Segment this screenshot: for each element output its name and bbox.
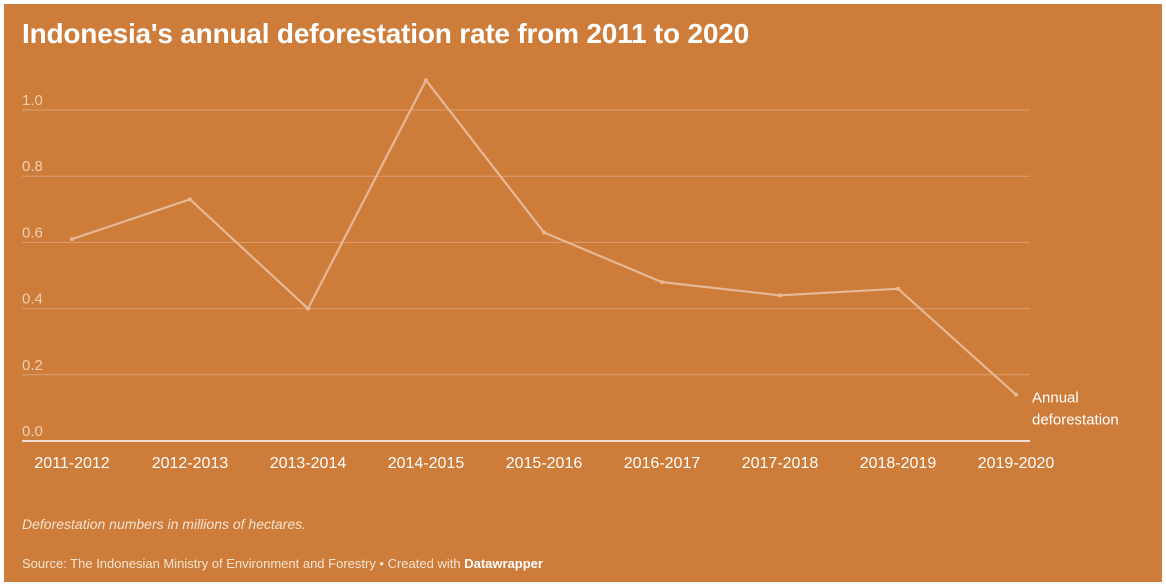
y-tick-label: 0.6 (22, 224, 43, 241)
data-point (778, 293, 782, 298)
y-tick-label: 0.2 (22, 357, 43, 374)
series-label-line: deforestation (1032, 412, 1119, 429)
chart-note: Deforestation numbers in millions of hec… (22, 516, 307, 532)
series (70, 78, 1018, 397)
data-point (660, 280, 664, 285)
x-tick-label: 2015-2016 (506, 455, 583, 472)
x-tick-label: 2014-2015 (388, 455, 465, 472)
series-label-line: Annual (1032, 390, 1079, 407)
y-tick-label: 0.8 (22, 158, 43, 175)
series-line (71, 78, 1017, 396)
source-text: Source: The Indonesian Ministry of Envir… (22, 556, 461, 571)
series-labels: Annual deforestation (1032, 390, 1119, 429)
data-point (542, 230, 546, 235)
y-tick-label: 0.4 (22, 291, 43, 308)
x-tick-label: 2016-2017 (624, 455, 701, 472)
y-tick-label: 0.0 (22, 423, 43, 440)
data-point (306, 306, 310, 311)
data-point (188, 197, 192, 202)
y-axis-ticks: 0.0 0.2 0.4 0.6 0.8 1.0 (22, 92, 43, 440)
series-label: Annual deforestation (1032, 390, 1119, 429)
x-tick-label: 2018-2019 (860, 455, 937, 472)
x-tick-label: 2011-2012 (34, 455, 109, 472)
chart-card: Indonesia's annual deforestation rate fr… (4, 4, 1162, 582)
data-point (424, 78, 428, 83)
data-point (896, 286, 900, 291)
data-point (70, 237, 74, 242)
gridlines (22, 109, 1030, 442)
x-tick-label: 2017-2018 (742, 455, 819, 472)
datawrapper-link[interactable]: Datawrapper (464, 556, 543, 571)
x-tick-label: 2012-2013 (152, 455, 229, 472)
x-tick-label: 2013-2014 (270, 455, 347, 472)
chart-title: Indonesia's annual deforestation rate fr… (22, 18, 750, 49)
chart-source: Source: The Indonesian Ministry of Envir… (22, 556, 543, 571)
data-point (1014, 392, 1018, 397)
x-axis-ticks: 2011-2012 2012-2013 2013-2014 2014-2015 2015… (34, 455, 1054, 472)
y-tick-label: 1.0 (22, 92, 43, 109)
x-tick-label: 2019-2020 (978, 455, 1055, 472)
